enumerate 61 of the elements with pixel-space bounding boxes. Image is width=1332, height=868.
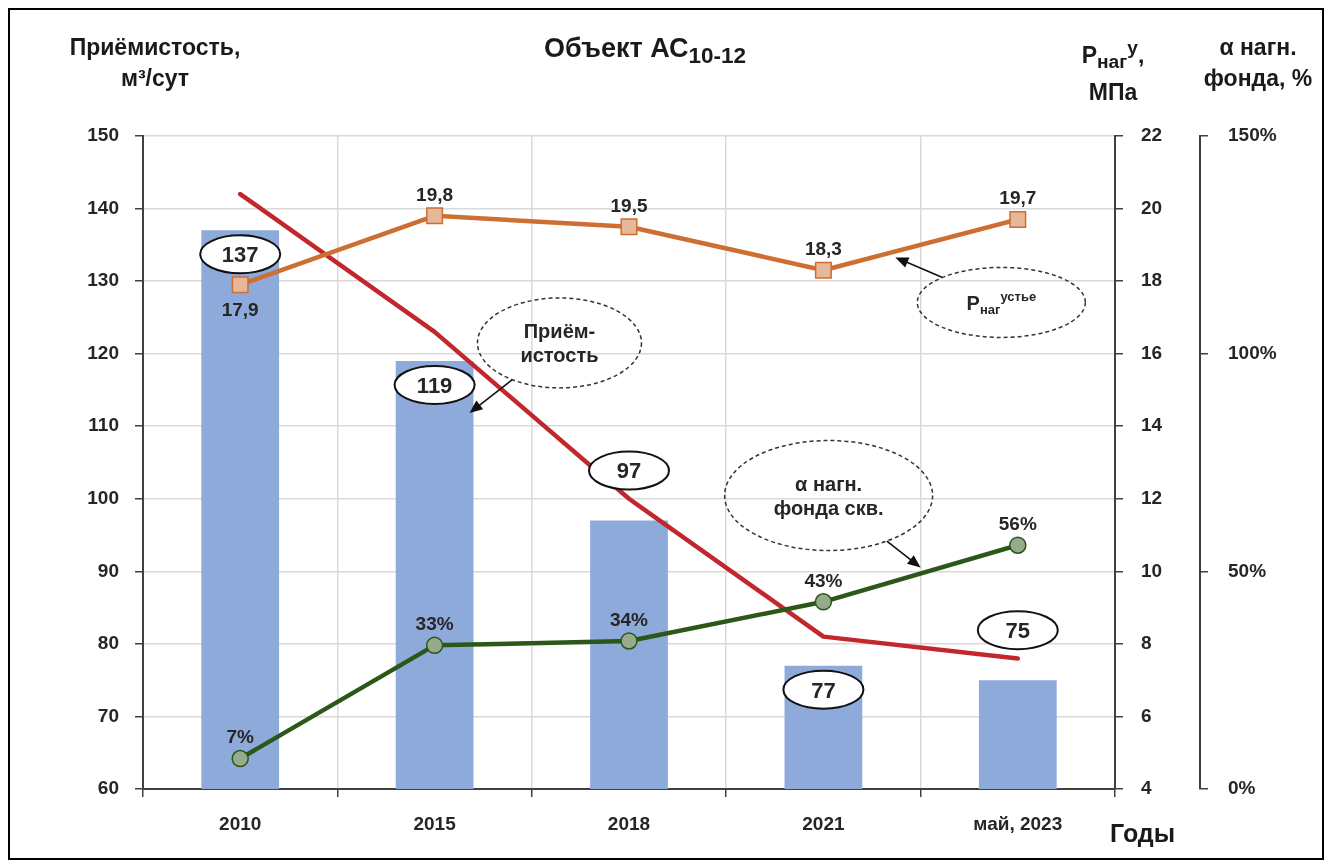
y2-tick-label: 16 <box>1141 341 1163 363</box>
x-tick-label: 2018 <box>607 812 651 834</box>
y2-tick-label: 14 <box>1141 414 1163 436</box>
data-label: 19,5 <box>610 194 648 216</box>
point <box>620 632 638 650</box>
y-tick-label: 110 <box>88 414 119 436</box>
y2-tick-label: 18 <box>1141 269 1163 291</box>
point <box>1009 536 1027 554</box>
data-label: 19,7 <box>999 187 1037 209</box>
data-label: 7% <box>226 726 255 748</box>
data-label: 137 <box>221 242 259 268</box>
x-tick-label: 2021 <box>802 812 845 834</box>
data-label: 17,9 <box>221 298 259 320</box>
data-label: 43% <box>804 569 843 591</box>
y2-tick-label: 10 <box>1141 559 1163 581</box>
y-tick-label: 60 <box>97 777 119 799</box>
y3-axis-title: α нагн. фонда, % <box>1202 33 1314 93</box>
y3-tick-label: 0% <box>1228 777 1256 799</box>
data-label: 34% <box>609 608 649 630</box>
y-tick-label: 120 <box>87 341 119 363</box>
point <box>814 593 833 611</box>
y2-tick-label: 8 <box>1141 632 1152 654</box>
y3-tick-label: 150% <box>1228 124 1277 146</box>
text: α нагн. фонда скв. <box>773 472 884 519</box>
y-axis-title: Приёмистость, м³/сут <box>68 33 242 93</box>
data-label: 56% <box>998 513 1037 535</box>
x-tick-label: май, 2023 <box>973 812 1063 834</box>
data-label: 119 <box>416 372 453 398</box>
y2-axis-title: P$_{наг}$$^{у}$, МПа <box>1080 36 1146 108</box>
point <box>814 261 832 279</box>
text: Приём-истость <box>520 320 599 367</box>
y2-tick-label: 22 <box>1141 124 1163 146</box>
data-label: 77 <box>811 677 836 703</box>
y-tick-label: 80 <box>97 632 119 654</box>
point <box>620 218 638 236</box>
y2-tick-label: 6 <box>1141 704 1152 726</box>
data-label: 18,3 <box>804 238 842 260</box>
point <box>1009 210 1027 228</box>
x-tick-label: 2015 <box>413 812 457 834</box>
point <box>231 276 249 294</box>
data-label: 75 <box>1005 618 1031 644</box>
y-tick-label: 70 <box>97 704 119 726</box>
data-label: 97 <box>616 458 642 484</box>
y-tick-label: 90 <box>97 559 119 581</box>
point <box>426 207 444 225</box>
y-tick-label: 100 <box>87 487 119 509</box>
x-axis-title: Годы <box>1110 818 1176 848</box>
y2-tick-label: 4 <box>1141 777 1152 799</box>
y2-tick-label: 12 <box>1141 487 1163 509</box>
y-tick-label: 140 <box>87 196 119 218</box>
x-tick-label: 2010 <box>219 812 262 834</box>
data-label: 19,8 <box>416 183 454 205</box>
chart-title: Объект АС$_{10-12}$ <box>542 32 748 71</box>
y3-tick-label: 100% <box>1228 341 1277 363</box>
y3-tick-label: 50% <box>1228 559 1267 581</box>
y-tick-label: 130 <box>87 269 119 291</box>
point <box>231 749 249 768</box>
point <box>425 636 444 655</box>
y-tick-label: 150 <box>87 124 119 146</box>
y2-tick-label: 20 <box>1141 196 1163 218</box>
data-label: 33% <box>415 613 454 635</box>
